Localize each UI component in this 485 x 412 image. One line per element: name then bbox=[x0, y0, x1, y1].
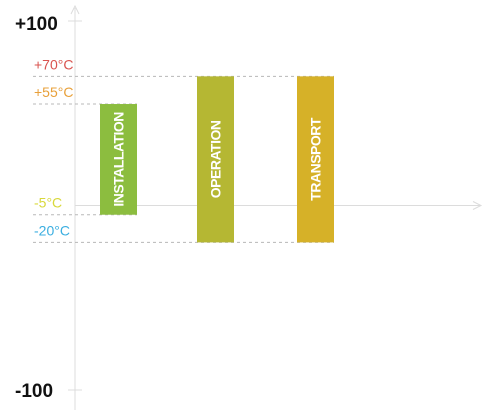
temp-label-55c: +55°C bbox=[34, 84, 73, 100]
y-bottom-label: -100 bbox=[15, 381, 53, 402]
bar-label-installation: INSTALLATION bbox=[111, 112, 127, 207]
temp-label-70c: +70°C bbox=[34, 56, 73, 72]
bar-operation bbox=[197, 76, 234, 243]
bar-installation bbox=[100, 104, 137, 215]
axes bbox=[68, 4, 483, 410]
bar-label-operation: OPERATION bbox=[208, 120, 224, 198]
x-axis-arrow bbox=[472, 201, 483, 210]
temp-label-5c: -5°C bbox=[34, 195, 62, 211]
bar-label-transport: TRANSPORT bbox=[308, 117, 324, 201]
range-bars: INSTALLATION OPERATION TRANSPORT bbox=[100, 76, 334, 243]
temperature-guides: +70°C +55°C -5°C -20°C bbox=[33, 56, 334, 243]
y-axis-arrow bbox=[70, 4, 80, 15]
y-top-label: +100 bbox=[15, 14, 58, 35]
temp-label-20c: -20°C bbox=[34, 222, 70, 238]
bar-transport bbox=[297, 76, 334, 243]
